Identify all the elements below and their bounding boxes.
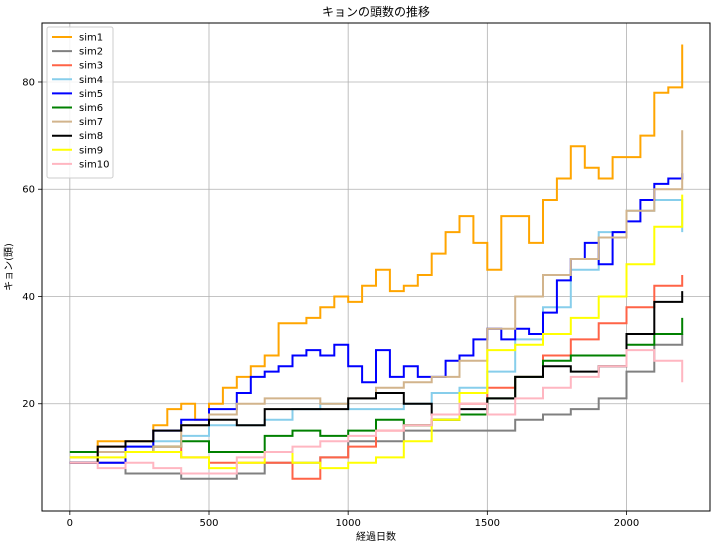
legend-label-sim2: sim2 (79, 47, 103, 58)
legend-label-sim3: sim3 (79, 61, 103, 72)
axis-ticks: 0 500 1000 1500 2000 20 40 60 80 (22, 77, 639, 529)
chart-title: キョンの頭数の推移 (322, 4, 430, 19)
x-tick-label: 1000 (335, 518, 360, 529)
legend-label-sim7: sim7 (79, 117, 103, 128)
x-axis-label: 経過日数 (356, 530, 396, 543)
y-tick-label: 80 (22, 77, 35, 88)
legend: sim1 sim2 sim3 sim4 sim5 sim6 sim7 sim8 sim9 sim1… (46, 26, 114, 179)
y-tick-label: 60 (22, 185, 35, 196)
x-tick-label: 2000 (614, 518, 639, 529)
series-line-sim6 (69, 317, 684, 453)
legend-label-sim4: sim4 (79, 75, 103, 86)
legend-label-sim10: sim10 (79, 159, 109, 170)
y-axis-label: キョン(頭) (3, 243, 15, 291)
legend-label-sim8: sim8 (79, 131, 103, 142)
y-tick-label: 20 (22, 399, 35, 410)
legend-label-sim5: sim5 (79, 89, 103, 100)
series-line-sim4 (69, 199, 684, 459)
plot-frame (41, 22, 711, 512)
x-tick-label: 1500 (475, 518, 500, 529)
legend-label-sim9: sim9 (79, 145, 103, 156)
legend-label-sim1: sim1 (79, 33, 103, 44)
series-line-sim9 (69, 194, 684, 470)
y-tick-label: 40 (22, 292, 35, 303)
x-tick-label: 0 (67, 518, 73, 529)
legend-label-sim6: sim6 (79, 103, 103, 114)
series-line-sim1 (69, 44, 684, 459)
series-line-sim10 (69, 349, 684, 475)
series-lines (69, 44, 684, 480)
x-tick-label: 500 (199, 518, 218, 529)
